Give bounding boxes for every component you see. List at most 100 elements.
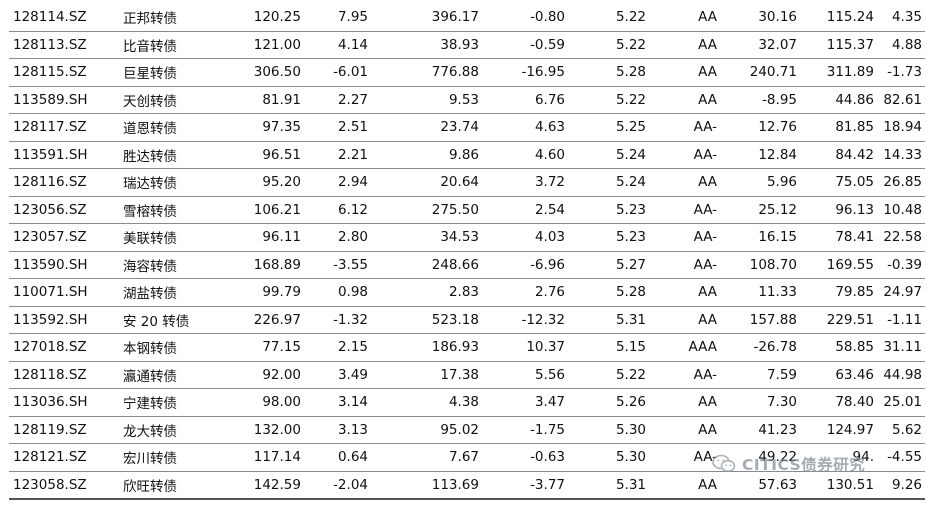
table-cell: 26.85 bbox=[874, 168, 925, 197]
table-cell: 32.07 bbox=[717, 31, 797, 59]
table-cell: 7.30 bbox=[717, 388, 797, 417]
table-cell: 132.00 bbox=[233, 416, 301, 444]
table-cell: 12.76 bbox=[717, 113, 797, 142]
table-cell: 美联转债 bbox=[123, 223, 233, 252]
table-cell: 123057.SZ bbox=[9, 223, 123, 252]
table-cell: 57.63 bbox=[717, 471, 797, 500]
table-cell: -1.32 bbox=[301, 306, 368, 334]
table-cell: 3.13 bbox=[301, 416, 368, 444]
table-cell: 3.72 bbox=[479, 168, 565, 197]
table-cell: 4.63 bbox=[479, 113, 565, 142]
table-cell: 92.00 bbox=[233, 361, 301, 389]
table-cell: 0.98 bbox=[301, 278, 368, 307]
table-cell: AA bbox=[646, 471, 717, 500]
bond-table-body: 128114.SZ 正邦转债 120.25 7.95 396.17 -0.80 5.22 AA… bbox=[9, 4, 925, 500]
table-cell: AA- bbox=[646, 251, 717, 279]
table-cell: 本钢转债 bbox=[123, 333, 233, 362]
table-cell: 宁建转债 bbox=[123, 388, 233, 417]
table-cell: 5.22 bbox=[565, 86, 646, 114]
table-cell: 5.24 bbox=[565, 168, 646, 197]
table-cell: 2.51 bbox=[301, 113, 368, 142]
table-cell: 雪榕转债 bbox=[123, 196, 233, 224]
table-cell: -1.11 bbox=[874, 306, 925, 334]
table-cell: 湖盐转债 bbox=[123, 278, 233, 307]
table-cell: 6.76 bbox=[479, 86, 565, 114]
table-cell: 2.83 bbox=[368, 278, 479, 307]
table-cell: 186.93 bbox=[368, 333, 479, 362]
table-cell: 5.30 bbox=[565, 416, 646, 444]
table-cell: 4.88 bbox=[874, 31, 925, 59]
table-cell: -0.80 bbox=[479, 4, 565, 32]
table-cell: 117.14 bbox=[233, 443, 301, 472]
table-cell: 4.35 bbox=[874, 4, 925, 32]
table-cell: -2.04 bbox=[301, 471, 368, 500]
table-cell: 78.40 bbox=[797, 388, 874, 417]
table-cell: 2.94 bbox=[301, 168, 368, 197]
table-cell: 776.88 bbox=[368, 58, 479, 87]
table-cell: 169.55 bbox=[797, 251, 874, 279]
table-cell: 3.47 bbox=[479, 388, 565, 417]
table-cell: 142.59 bbox=[233, 471, 301, 500]
table-cell: 157.88 bbox=[717, 306, 797, 334]
table-row: 113590.SH 海容转债 168.89 -3.55 248.66 -6.96 5.27 A… bbox=[9, 251, 925, 279]
table-cell: 44.86 bbox=[797, 86, 874, 114]
table-cell: 113589.SH bbox=[9, 86, 123, 114]
table-cell: 95.02 bbox=[368, 416, 479, 444]
table-cell: AA bbox=[646, 168, 717, 197]
table-cell: 5.25 bbox=[565, 113, 646, 142]
table-cell: 5.22 bbox=[565, 4, 646, 32]
table-cell: AA bbox=[646, 416, 717, 444]
table-cell: 226.97 bbox=[233, 306, 301, 334]
table-cell: 128116.SZ bbox=[9, 168, 123, 197]
table-row: 128118.SZ 瀛通转债 92.00 3.49 17.38 5.56 5.22 AA- 7.… bbox=[9, 361, 925, 389]
table-cell: 34.53 bbox=[368, 223, 479, 252]
bond-table: 128114.SZ 正邦转债 120.25 7.95 396.17 -0.80 5.22 AA… bbox=[9, 4, 925, 500]
table-cell: 9.53 bbox=[368, 86, 479, 114]
table-cell: 5.96 bbox=[717, 168, 797, 197]
table-cell: 79.85 bbox=[797, 278, 874, 307]
table-cell: 127018.SZ bbox=[9, 333, 123, 362]
table-cell: AA- bbox=[646, 223, 717, 252]
table-cell: 5.23 bbox=[565, 196, 646, 224]
table-cell: 306.50 bbox=[233, 58, 301, 87]
table-cell: 7.67 bbox=[368, 443, 479, 472]
table-cell: 4.38 bbox=[368, 388, 479, 417]
table-cell: 巨星转债 bbox=[123, 58, 233, 87]
table-cell: AA- bbox=[646, 361, 717, 389]
table-cell: 99.79 bbox=[233, 278, 301, 307]
table-cell: 5.62 bbox=[874, 416, 925, 444]
table-cell: 4.14 bbox=[301, 31, 368, 59]
table-cell: 12.84 bbox=[717, 141, 797, 169]
table-cell: 523.18 bbox=[368, 306, 479, 334]
table-cell: 5.30 bbox=[565, 443, 646, 472]
table-cell: 25.12 bbox=[717, 196, 797, 224]
table-cell: 75.05 bbox=[797, 168, 874, 197]
table-cell: 5.22 bbox=[565, 361, 646, 389]
wechat-icon bbox=[712, 454, 736, 473]
table-row: 123056.SZ 雪榕转债 106.21 6.12 275.50 2.54 5.23 AA-… bbox=[9, 196, 925, 224]
table-row: 113592.SH 安 20 转债 226.97 -1.32 523.18 -12.32 5… bbox=[9, 306, 925, 334]
table-cell: AA bbox=[646, 86, 717, 114]
table-row: 128116.SZ 瑞达转债 95.20 2.94 20.64 3.72 5.24 AA 5.9… bbox=[9, 168, 925, 197]
table-cell: 275.50 bbox=[368, 196, 479, 224]
table-cell: 113591.SH bbox=[9, 141, 123, 169]
table-cell: 5.22 bbox=[565, 31, 646, 59]
table-cell: 95.20 bbox=[233, 168, 301, 197]
table-cell: 10.37 bbox=[479, 333, 565, 362]
table-cell: 瑞达转债 bbox=[123, 168, 233, 197]
table-row: 128117.SZ 道恩转债 97.35 2.51 23.74 4.63 5.25 AA- 12… bbox=[9, 113, 925, 142]
table-row: 128115.SZ 巨星转债 306.50 -6.01 776.88 -16.95 5.28… bbox=[9, 58, 925, 87]
table-cell: -0.63 bbox=[479, 443, 565, 472]
table-row: 127018.SZ 本钢转债 77.15 2.15 186.93 10.37 5.15 AAA… bbox=[9, 333, 925, 362]
table-cell: 113592.SH bbox=[9, 306, 123, 334]
table-cell: AAA bbox=[646, 333, 717, 362]
table-row: 128119.SZ 龙大转债 132.00 3.13 95.02 -1.75 5.30 AA 4… bbox=[9, 416, 925, 444]
table-cell: -4.55 bbox=[874, 443, 925, 472]
table-cell: 128119.SZ bbox=[9, 416, 123, 444]
table-cell: 96.11 bbox=[233, 223, 301, 252]
table-cell: 123056.SZ bbox=[9, 196, 123, 224]
table-cell: 25.01 bbox=[874, 388, 925, 417]
table-cell: 14.33 bbox=[874, 141, 925, 169]
table-cell: 7.59 bbox=[717, 361, 797, 389]
table-cell: 123058.SZ bbox=[9, 471, 123, 500]
